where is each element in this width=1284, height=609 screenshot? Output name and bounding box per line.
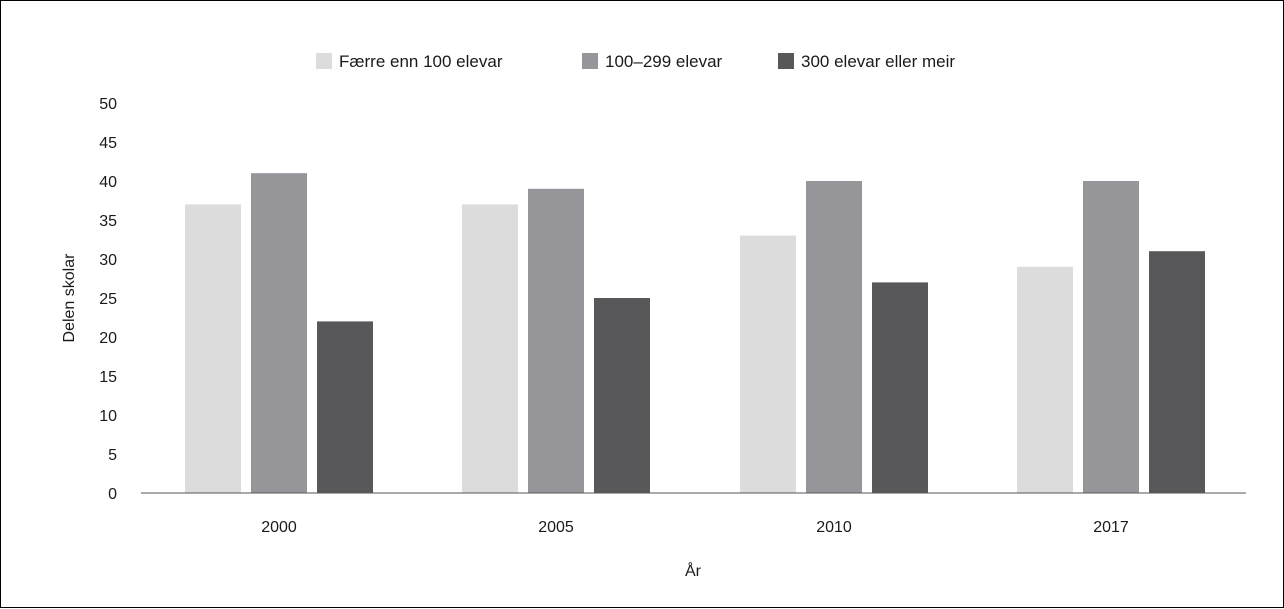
y-tick-label: 0 xyxy=(108,486,117,503)
y-tick-label: 45 xyxy=(99,135,117,152)
bar-1-2005 xyxy=(462,204,518,493)
bar-2-2000 xyxy=(251,173,307,493)
legend: Færre enn 100 elevar 100–299 elevar 300 el… xyxy=(316,52,955,71)
legend-swatch-1 xyxy=(316,53,332,69)
bar-2-2017 xyxy=(1083,181,1139,493)
bar-2-2010 xyxy=(806,181,862,493)
y-tick-label: 5 xyxy=(108,447,117,464)
y-tick-label: 30 xyxy=(99,252,117,269)
legend-swatch-3 xyxy=(778,53,794,69)
y-tick-label: 20 xyxy=(99,330,117,347)
x-tick-label: 2010 xyxy=(816,519,852,536)
bar-3-2017 xyxy=(1149,251,1205,493)
bars xyxy=(185,173,1205,494)
legend-swatch-2 xyxy=(582,53,598,69)
bar-3-2000 xyxy=(317,321,373,493)
legend-label-2: 100–299 elevar xyxy=(605,52,723,71)
bar-1-2010 xyxy=(740,235,796,493)
x-tick-label: 2000 xyxy=(261,519,297,536)
y-tick-label: 50 xyxy=(99,96,117,113)
bar-1-2000 xyxy=(185,204,241,493)
bar-1-2017 xyxy=(1017,266,1073,493)
y-tick-label: 40 xyxy=(99,174,117,191)
y-tick-label: 35 xyxy=(99,213,117,230)
legend-label-1: Færre enn 100 elevar xyxy=(339,52,503,71)
y-tick-label: 10 xyxy=(99,408,117,425)
y-tick-label: 25 xyxy=(99,291,117,308)
legend-label-3: 300 elevar eller meir xyxy=(801,52,955,71)
x-tick-label: 2017 xyxy=(1093,519,1129,536)
bar-2-2005 xyxy=(528,188,584,494)
x-tick-label: 2005 xyxy=(538,519,574,536)
y-axis-ticks: 0 5 10 15 20 25 30 35 40 45 50 xyxy=(99,96,117,503)
x-axis-label: År xyxy=(685,561,702,580)
x-axis-ticks: 2000 2005 2010 2017 xyxy=(261,519,1129,536)
y-axis-label: Delen skolar xyxy=(61,253,78,343)
bar-3-2005 xyxy=(594,298,650,493)
y-tick-label: 15 xyxy=(99,369,117,386)
bar-3-2010 xyxy=(872,282,928,493)
